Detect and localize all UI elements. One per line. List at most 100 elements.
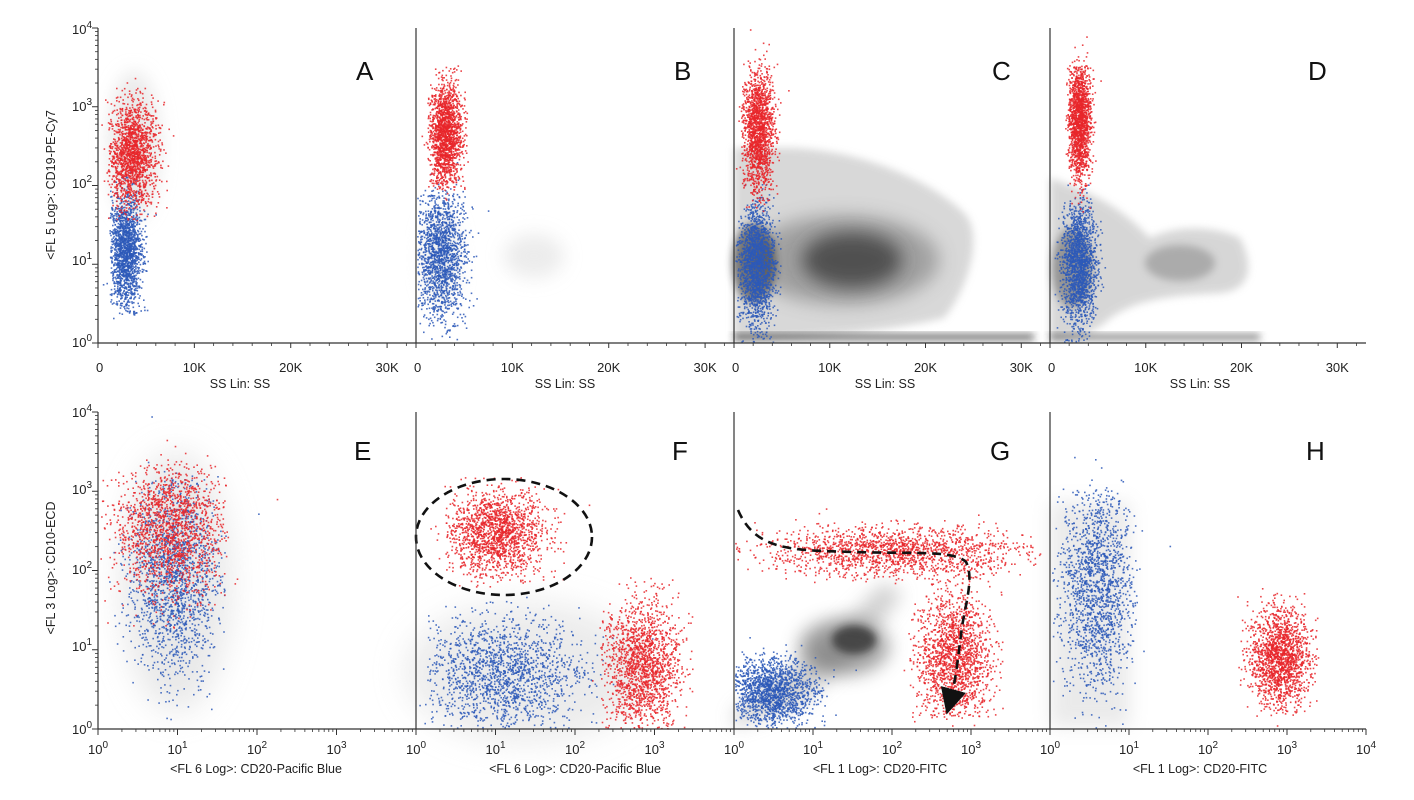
event-point <box>135 219 137 221</box>
event-point <box>115 247 117 249</box>
event-point <box>449 274 451 276</box>
event-point <box>116 184 119 186</box>
event-point <box>124 93 126 96</box>
event-point <box>113 288 116 290</box>
event-point <box>127 274 130 277</box>
event-point <box>129 250 131 253</box>
event-point <box>131 253 134 256</box>
event-point <box>119 155 121 157</box>
event-point <box>136 233 138 236</box>
event-point <box>115 130 117 133</box>
event-point <box>123 189 125 192</box>
event-point <box>139 245 142 247</box>
event-point <box>155 179 158 181</box>
event-point <box>140 287 143 289</box>
event-point <box>161 167 164 169</box>
event-point <box>152 172 155 175</box>
event-point <box>111 158 114 161</box>
event-point <box>125 304 128 307</box>
event-point <box>461 233 463 235</box>
event-point <box>435 198 438 200</box>
event-point <box>109 123 112 125</box>
event-point <box>129 179 132 182</box>
event-point <box>127 300 129 303</box>
event-point <box>135 197 138 200</box>
event-point <box>440 286 442 288</box>
event-point <box>431 217 433 219</box>
event-point <box>115 181 117 183</box>
event-point <box>126 193 128 196</box>
event-point <box>150 152 152 154</box>
event-point <box>131 294 134 296</box>
event-point <box>450 188 452 190</box>
event-point <box>149 133 152 135</box>
event-point <box>121 286 123 288</box>
event-point <box>443 262 446 265</box>
event-point <box>466 261 468 264</box>
event-point <box>447 273 450 276</box>
event-point <box>107 122 110 124</box>
event-point <box>136 248 139 250</box>
event-point <box>456 211 458 214</box>
event-point <box>148 127 150 129</box>
event-point <box>130 189 133 192</box>
event-point <box>442 296 444 299</box>
event-point <box>118 137 120 140</box>
event-point <box>125 195 127 198</box>
event-point <box>445 289 447 292</box>
event-point <box>136 221 139 224</box>
event-point <box>454 298 457 301</box>
event-point <box>136 144 139 147</box>
event-point <box>133 274 135 277</box>
event-point <box>125 179 127 182</box>
event-point <box>138 238 141 240</box>
event-point <box>139 278 142 281</box>
event-point <box>140 162 143 165</box>
event-point <box>145 182 148 184</box>
event-point <box>452 234 454 237</box>
event-point <box>129 212 132 215</box>
event-point <box>143 139 146 141</box>
event-point <box>136 247 139 250</box>
event-point <box>434 261 437 264</box>
event-point <box>131 224 133 227</box>
event-point <box>150 124 152 126</box>
event-point <box>437 247 440 250</box>
event-point <box>423 331 425 334</box>
event-point <box>118 215 121 217</box>
event-point <box>430 319 433 322</box>
event-point <box>126 241 128 243</box>
event-point <box>445 210 447 213</box>
event-point <box>125 114 128 117</box>
event-point <box>143 306 146 309</box>
event-point <box>137 234 139 236</box>
event-point <box>428 234 431 237</box>
event-point <box>458 294 461 296</box>
event-point <box>417 258 419 261</box>
event-point <box>118 139 120 141</box>
event-point <box>143 210 146 213</box>
event-point <box>123 197 125 199</box>
event-point <box>451 253 454 255</box>
event-point <box>139 173 141 176</box>
event-point <box>441 213 444 216</box>
event-point <box>139 141 142 143</box>
event-point <box>153 187 156 190</box>
event-point <box>117 157 119 160</box>
event-point <box>114 258 116 261</box>
event-point <box>113 271 116 273</box>
event-point <box>147 260 149 263</box>
event-point <box>134 247 136 249</box>
event-point <box>134 207 136 210</box>
event-point <box>132 182 134 185</box>
event-point <box>449 268 451 270</box>
event-point <box>136 266 139 269</box>
event-point <box>121 217 123 220</box>
event-point <box>446 300 448 303</box>
event-point <box>466 252 468 255</box>
event-point <box>116 304 119 306</box>
event-point <box>135 133 138 135</box>
event-point <box>438 287 441 289</box>
event-point <box>452 285 454 287</box>
event-point <box>139 171 141 173</box>
